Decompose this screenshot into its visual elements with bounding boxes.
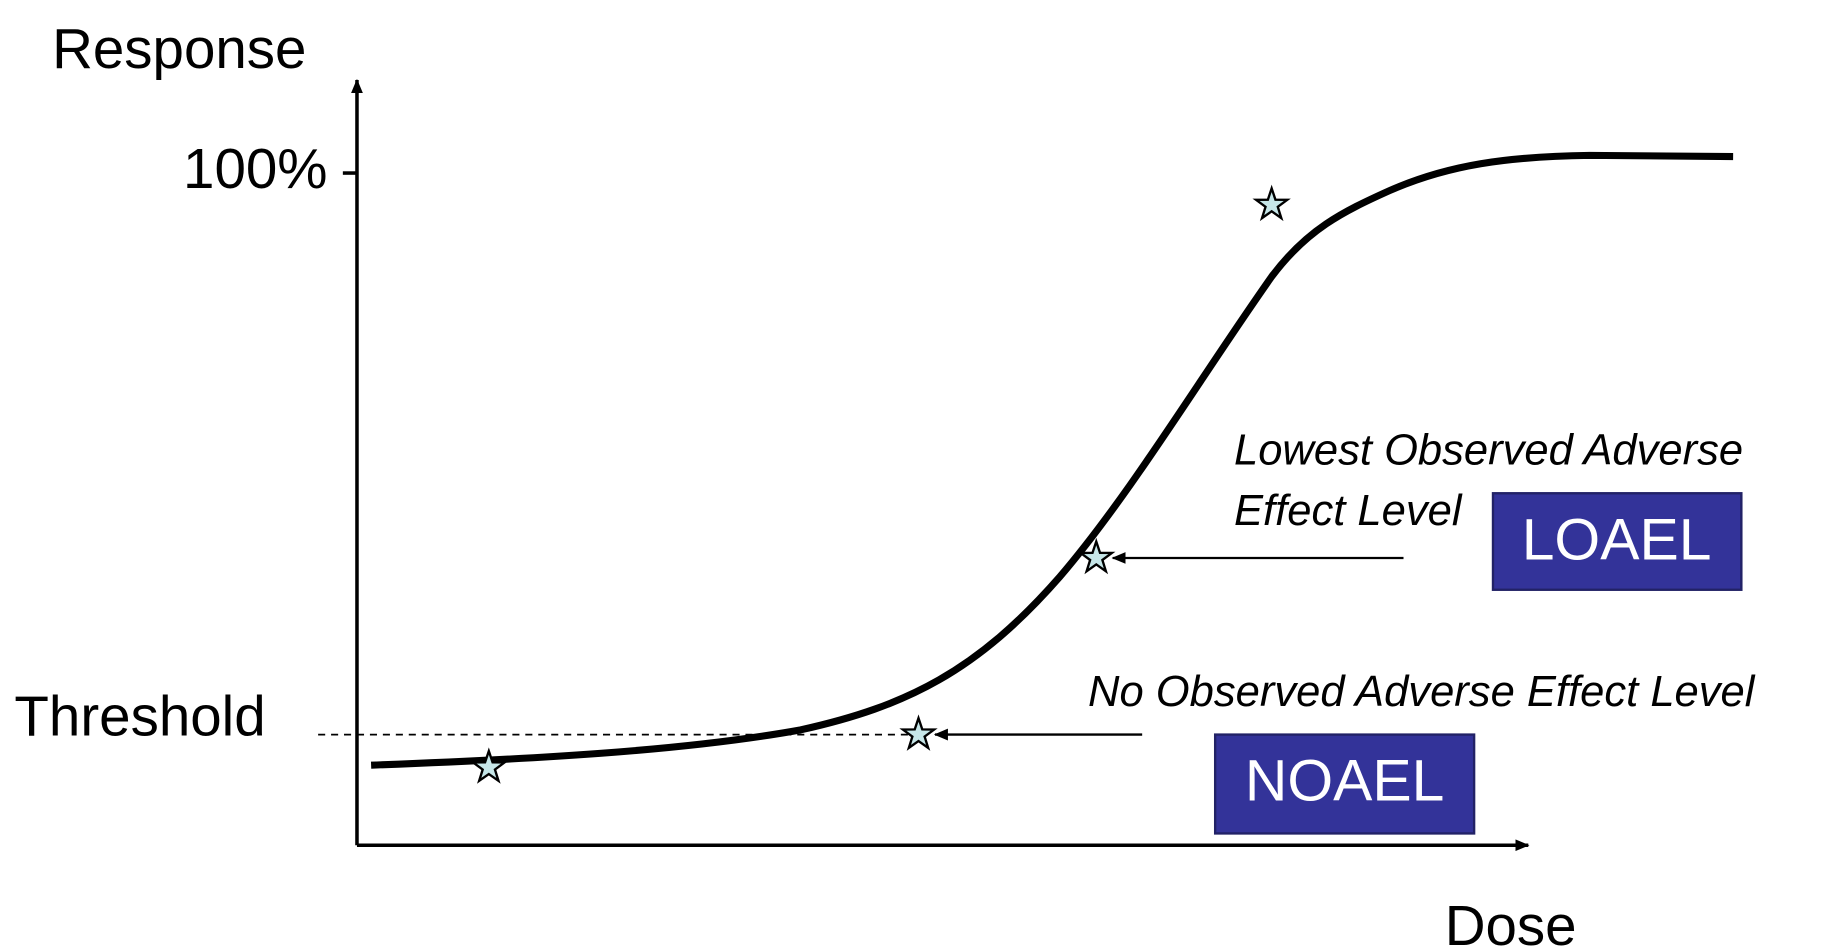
x-axis-label: Dose [1445,894,1577,950]
dose-response-curve [370,151,1734,769]
noael-description: No Observed Adverse Effect Level [1088,668,1756,716]
threshold-label: Threshold [14,684,265,747]
observation-star [469,747,508,784]
loael-box [1491,492,1743,591]
y-axis-label: Response [52,17,306,80]
observation-star [1252,184,1291,222]
noael-label: NOAEL [1245,749,1445,814]
observation-star [899,714,938,751]
noael-box [1213,733,1476,835]
loael-description: Lowest Observed Adverse [1234,427,1743,475]
observations [469,184,1291,784]
observation-star [1077,537,1116,575]
loael-description: Effect Level [1234,487,1463,535]
loael-label: LOAEL [1522,507,1712,572]
y-tick-label: 100% [183,137,328,200]
